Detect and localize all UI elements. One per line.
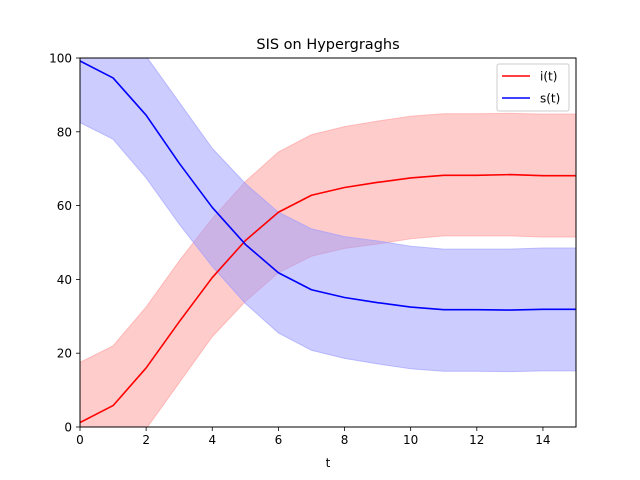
y-tick-label: 0 xyxy=(64,421,72,435)
x-tick-label: 4 xyxy=(208,433,216,447)
legend-label-st: s(t) xyxy=(540,92,560,106)
y-tick-label: 80 xyxy=(57,125,72,139)
chart-title: SIS on Hypergraghs xyxy=(256,37,399,53)
x-tick-label: 14 xyxy=(535,433,550,447)
legend: i(t) s(t) xyxy=(496,63,570,112)
x-axis: 0 2 4 6 8 10 12 14 xyxy=(76,427,551,447)
band-st xyxy=(80,58,576,373)
y-tick-label: 20 xyxy=(57,347,72,361)
legend-label-it: i(t) xyxy=(540,70,557,84)
y-tick-label: 60 xyxy=(57,199,72,213)
series-line-st xyxy=(80,60,576,311)
x-tick-label: 6 xyxy=(275,433,283,447)
y-axis: 0 20 40 60 80 100 xyxy=(49,52,80,435)
x-tick-label: 8 xyxy=(341,433,349,447)
x-tick-label: 12 xyxy=(469,433,484,447)
confidence-bands xyxy=(80,58,576,427)
series-line-it xyxy=(80,173,576,424)
y-tick-label: 40 xyxy=(57,273,72,287)
plot-frame xyxy=(79,57,577,428)
x-tick-label: 10 xyxy=(403,433,418,447)
series-lines xyxy=(80,60,576,424)
x-axis-label: t xyxy=(326,456,331,470)
x-tick-label: 0 xyxy=(76,433,84,447)
band-it xyxy=(80,112,576,427)
y-tick-label: 100 xyxy=(49,52,72,66)
x-tick-label: 2 xyxy=(142,433,150,447)
